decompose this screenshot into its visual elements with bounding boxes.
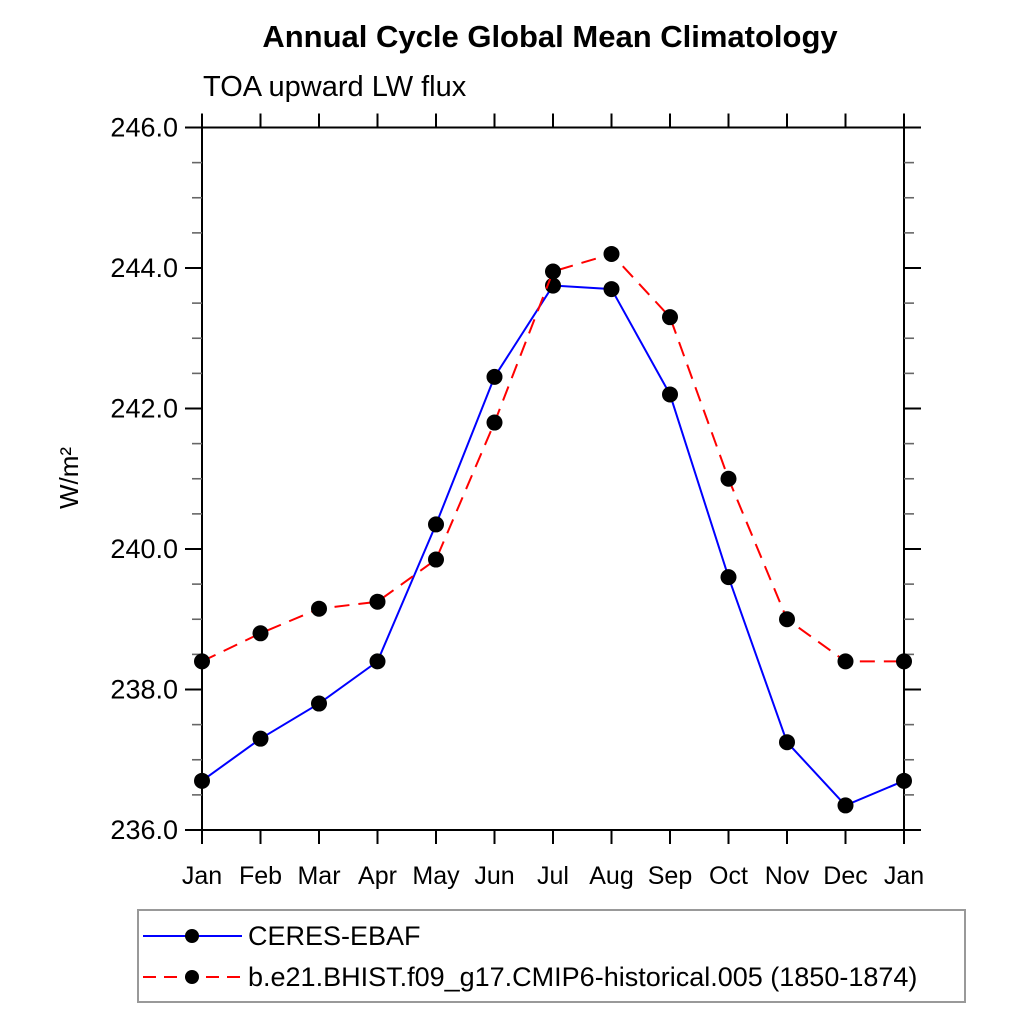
series-line-solid xyxy=(201,284,905,807)
x-tick-label: Jul xyxy=(537,862,569,890)
legend-box xyxy=(137,909,966,1003)
data-point-marker xyxy=(252,730,269,747)
data-point-marker xyxy=(311,695,327,712)
data-point-marker xyxy=(662,309,678,326)
x-tick-label: Oct xyxy=(709,862,748,890)
data-point-marker xyxy=(720,470,737,487)
data-point-marker xyxy=(779,611,795,628)
chart-subtitle: TOA upward LW flux xyxy=(203,71,467,103)
series-line-dashed xyxy=(201,252,904,663)
data-point-marker xyxy=(603,245,620,262)
x-tick-label: Jun xyxy=(474,862,514,890)
chart-title: Annual Cycle Global Mean Climatology xyxy=(262,19,838,54)
y-tick-label: 238.0 xyxy=(110,675,178,705)
data-point-marker xyxy=(369,593,386,610)
data-point-marker xyxy=(428,551,444,568)
y-tick-label: 242.0 xyxy=(110,394,178,424)
y-tick-label: 244.0 xyxy=(110,253,178,283)
data-point-marker xyxy=(252,625,269,642)
data-point-marker xyxy=(428,516,444,533)
data-point-marker xyxy=(662,386,678,403)
legend-item-ceres-ebaf: CERES-EBAF xyxy=(143,921,421,951)
data-point-marker xyxy=(369,653,386,670)
data-point-marker xyxy=(779,734,795,751)
x-tick-label: Nov xyxy=(765,862,810,890)
y-tick-label: 246.0 xyxy=(110,113,178,143)
legend-marker-dot-icon xyxy=(185,929,199,943)
x-tick-label: Feb xyxy=(239,862,282,890)
legend-item-model-run: b.e21.BHIST.f09_g17.CMIP6-historical.005… xyxy=(143,962,917,992)
series-layer xyxy=(194,245,912,814)
data-point-marker xyxy=(896,772,912,789)
data-point-marker xyxy=(837,797,854,814)
data-point-marker xyxy=(720,569,737,586)
data-point-marker xyxy=(194,772,210,789)
x-tick-label: Sep xyxy=(648,862,692,890)
data-point-marker xyxy=(603,281,620,298)
axes-layer: Jan Feb Mar Apr May Jun Jul Aug Sep Oct Nov Dec Jan2… xyxy=(110,113,924,891)
data-point-marker xyxy=(545,263,561,280)
data-point-marker xyxy=(486,368,503,385)
y-tick-label: 240.0 xyxy=(110,534,178,564)
data-point-marker xyxy=(486,414,503,431)
plot-frame xyxy=(201,126,905,831)
legend-label-model-run: b.e21.BHIST.f09_g17.CMIP6-historical.005… xyxy=(248,962,917,992)
data-point-marker xyxy=(837,653,854,670)
x-tick-label: Dec xyxy=(823,862,867,890)
legend-marker-dot-icon xyxy=(185,970,199,984)
x-tick-label: Mar xyxy=(297,862,340,890)
data-point-marker xyxy=(896,653,912,670)
legend-label-ceres-ebaf: CERES-EBAF xyxy=(248,921,421,951)
x-tick-label: Apr xyxy=(358,862,397,890)
x-tick-label: Jan xyxy=(182,862,222,890)
y-axis-label: W/m² xyxy=(54,447,84,509)
x-tick-label: Aug xyxy=(589,862,633,890)
data-point-marker xyxy=(194,653,210,670)
x-tick-label: Jan xyxy=(884,862,924,890)
data-point-marker xyxy=(311,600,327,617)
legend: CERES-EBAF b.e21.BHIST.f09_g17.CMIP6-his… xyxy=(137,909,966,1003)
x-tick-label: May xyxy=(412,862,460,890)
y-tick-label: 236.0 xyxy=(110,815,178,845)
